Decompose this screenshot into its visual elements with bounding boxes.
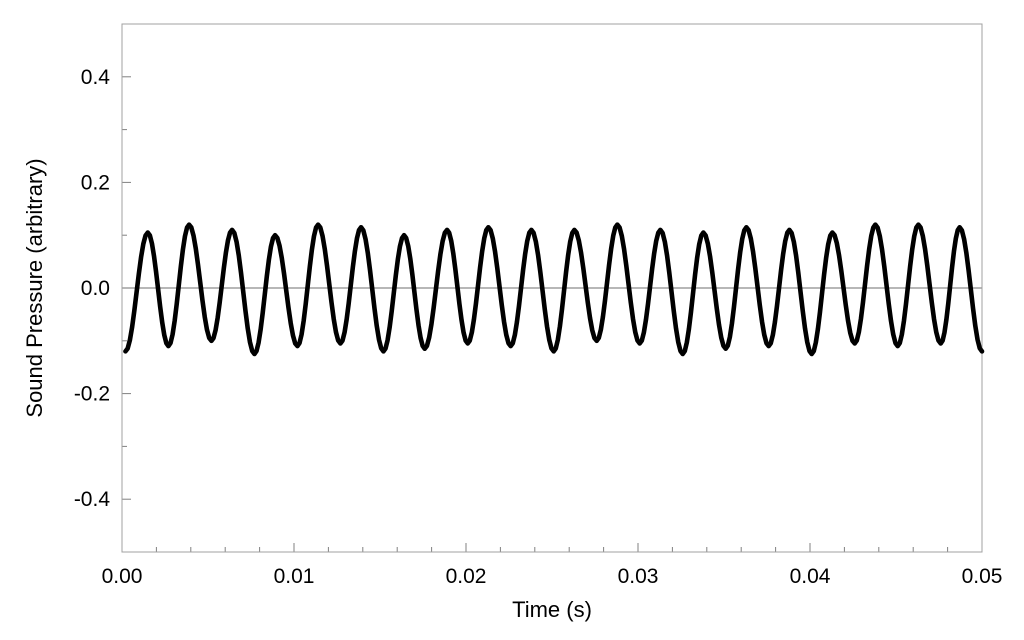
x-tick-label: 0.03 (618, 565, 659, 588)
plot-frame (121, 23, 983, 553)
x-tick-label: 0.02 (446, 565, 487, 588)
x-tick-label: 0.05 (962, 565, 1003, 588)
x-tick-label: 0.04 (790, 565, 831, 588)
y-tick-label: -0.2 (74, 383, 110, 406)
x-tick-label: 0.01 (274, 565, 315, 588)
y-tick-label: -0.4 (74, 488, 111, 511)
y-tick-label: 0.4 (81, 66, 111, 89)
x-tick-label: 0.00 (102, 565, 143, 588)
x-axis-title: Time (s) (512, 597, 592, 622)
y-axis-title: Sound Pressure (arbitrary) (22, 158, 47, 417)
tick-labels: 0.00 0.01 0.02 0.03 0.04 0.05 0.4 0.2 0.0 -0.2 -0.… (74, 66, 1003, 588)
y-tick-label: 0.0 (81, 277, 110, 300)
y-tick-label: 0.2 (81, 171, 110, 194)
series-line-sound-pressure (123, 222, 985, 357)
axis-ticks (121, 23, 983, 553)
